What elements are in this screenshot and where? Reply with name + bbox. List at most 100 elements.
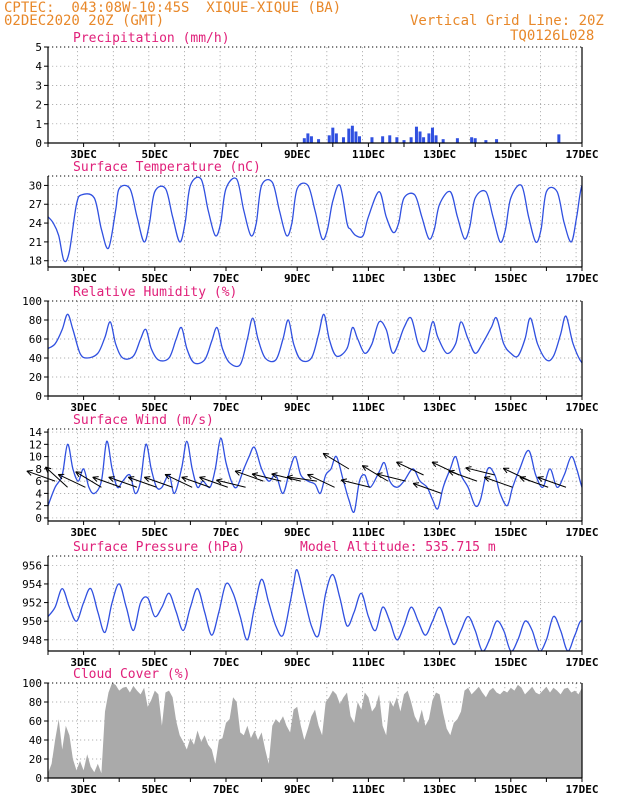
x-tick-label: 3DEC	[70, 783, 97, 796]
x-tick-label: 17DEC	[565, 272, 598, 285]
precip-bar	[434, 135, 438, 143]
wind-arrow	[143, 476, 173, 488]
y-tick-label: 40	[29, 352, 42, 365]
x-tick-label: 7DEC	[213, 401, 240, 414]
panel-rh: Relative Humidity (%) 0 20 40 60 80 100 3DEC 5DE…	[22, 285, 598, 414]
wind-arrow	[92, 476, 122, 488]
precip-bar	[495, 139, 499, 143]
y-tick-label: 18	[29, 255, 42, 268]
precip-bar	[309, 136, 313, 143]
x-tick-label: 11DEC	[352, 272, 385, 285]
precip-bar	[441, 139, 445, 143]
y-tick-label: 2	[35, 500, 42, 513]
wind-arrow	[361, 465, 389, 482]
precip-bar	[414, 126, 418, 143]
panel-title: Relative Humidity (%)	[73, 285, 237, 300]
panel-cloud: Cloud Cover (%) 0 20 40 60 80 100 3DEC 5DEC 7DEC 9…	[22, 667, 598, 796]
y-tick-label: 0	[35, 512, 42, 525]
precip-bar	[455, 138, 459, 143]
y-tick-label: 21	[29, 236, 42, 249]
y-tick-label: 27	[29, 198, 42, 211]
precip-bar	[327, 135, 331, 143]
wind-arrow	[216, 478, 246, 488]
x-tick-label: 9DEC	[284, 783, 311, 796]
y-tick-label: 3	[35, 79, 42, 92]
x-tick-label: 9DEC	[284, 272, 311, 285]
precip-bar	[317, 139, 321, 143]
wind-arrow	[340, 478, 371, 488]
precip-bar	[388, 135, 392, 143]
precip-bar	[430, 127, 434, 143]
x-tick-label: 7DEC	[213, 272, 240, 285]
panel-title: Surface Pressure (hPa)	[73, 540, 245, 555]
x-tick-label: 17DEC	[565, 783, 598, 796]
y-tick-label: 5	[35, 41, 42, 54]
panel-title: Precipitation (mm/h)	[73, 31, 230, 46]
x-tick-label: 3DEC	[70, 656, 97, 669]
x-tick-label: 13DEC	[423, 526, 456, 539]
wind-arrow	[127, 476, 157, 488]
x-tick-label: 13DEC	[423, 272, 456, 285]
wind-arrow	[537, 476, 567, 488]
precip-bar	[354, 131, 358, 143]
precip-bar	[381, 136, 385, 143]
x-tick-label: 3DEC	[70, 526, 97, 539]
x-tick-label: 5DEC	[142, 656, 169, 669]
y-tick-label: 20	[29, 753, 42, 766]
model-id: TQ0126L028	[510, 28, 595, 44]
precip-bar	[331, 127, 335, 143]
y-tick-label: 40	[29, 734, 42, 747]
x-tick-label: 9DEC	[284, 526, 311, 539]
panel-subtitle: Model Altitude: 535.715 m	[300, 540, 496, 555]
panel-title: Cloud Cover (%)	[73, 667, 190, 682]
y-tick-label: 4	[35, 60, 42, 73]
precip-bar	[341, 137, 345, 143]
x-tick-label: 7DEC	[213, 656, 240, 669]
wind-series-line	[48, 437, 582, 514]
x-tick-label: 7DEC	[213, 148, 240, 161]
y-tick-label: 14	[29, 426, 43, 439]
precip-bar	[484, 140, 488, 143]
wind-arrow	[465, 466, 495, 476]
x-tick-label: 7DEC	[213, 526, 240, 539]
y-tick-label: 10	[29, 451, 42, 464]
precip-bar	[470, 137, 474, 143]
y-tick-label: 12	[29, 438, 42, 451]
precip-bar	[402, 140, 406, 143]
x-tick-label: 9DEC	[284, 401, 311, 414]
x-tick-label: 7DEC	[213, 783, 240, 796]
wind-arrow	[483, 476, 513, 488]
wind-arrow	[164, 473, 193, 488]
precip-bar	[306, 133, 310, 143]
wind-arrow	[448, 469, 478, 482]
precip-bar	[350, 125, 354, 143]
y-tick-label: 60	[29, 333, 42, 346]
panel-temp: Surface Temperature (nC) 18 21 24 27 30 3DEC 5D…	[29, 160, 599, 285]
y-tick-label: 100	[22, 677, 42, 690]
y-tick-label: 954	[22, 578, 42, 591]
precip-bar	[473, 138, 477, 143]
pres-series-line	[48, 569, 582, 651]
y-tick-label: 0	[35, 137, 42, 150]
panel-title: Surface Wind (m/s)	[73, 413, 214, 428]
wind-arrow	[57, 473, 86, 488]
wind-arrow	[234, 469, 264, 482]
x-tick-label: 17DEC	[565, 148, 598, 161]
run-time: 02DEC2020 20Z (GMT)	[4, 13, 165, 29]
y-tick-label: 952	[22, 597, 42, 610]
y-tick-label: 0	[35, 772, 42, 785]
x-tick-label: 17DEC	[565, 526, 598, 539]
x-tick-label: 17DEC	[565, 656, 598, 669]
precip-bar	[427, 133, 431, 143]
wind-arrow	[412, 482, 442, 494]
precip-bar	[334, 133, 338, 143]
precip-bar	[347, 128, 351, 143]
x-tick-label: 5DEC	[142, 783, 169, 796]
wind-arrow	[519, 476, 549, 488]
panel-title: Surface Temperature (nC)	[73, 160, 261, 175]
y-tick-label: 24	[29, 217, 43, 230]
panel-precip: Precipitation (mm/h) 0 1 2 3 4 5 3DEC 5DEC 7DEC 9D…	[35, 31, 598, 161]
x-tick-label: 13DEC	[423, 783, 456, 796]
x-tick-label: 11DEC	[352, 401, 385, 414]
precip-bar	[395, 137, 399, 143]
